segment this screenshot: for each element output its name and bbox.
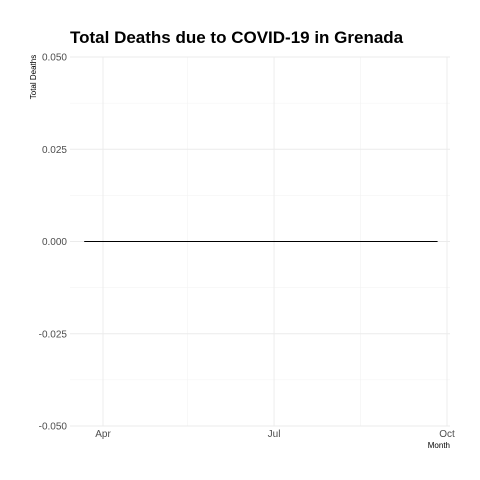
y-tick-label: 0.050 (42, 53, 67, 64)
x-axis-label: Month (428, 441, 450, 450)
y-tick-labels: 0.050 0.025 0.000 -0.025 -0.050 (39, 53, 68, 433)
y-axis-label: Total Deaths (29, 55, 38, 99)
x-tick-label: Apr (95, 429, 111, 440)
y-tick-label: -0.025 (39, 329, 68, 340)
x-tick-label: Oct (439, 429, 455, 440)
chart-title: Total Deaths due to COVID-19 in Grenada (70, 28, 404, 47)
y-tick-label: 0.000 (42, 237, 67, 248)
x-tick-labels: Apr Jul Oct (95, 429, 455, 440)
x-tick-label: Jul (268, 429, 281, 440)
y-tick-label: -0.050 (39, 422, 68, 433)
y-tick-label: 0.025 (42, 145, 67, 156)
